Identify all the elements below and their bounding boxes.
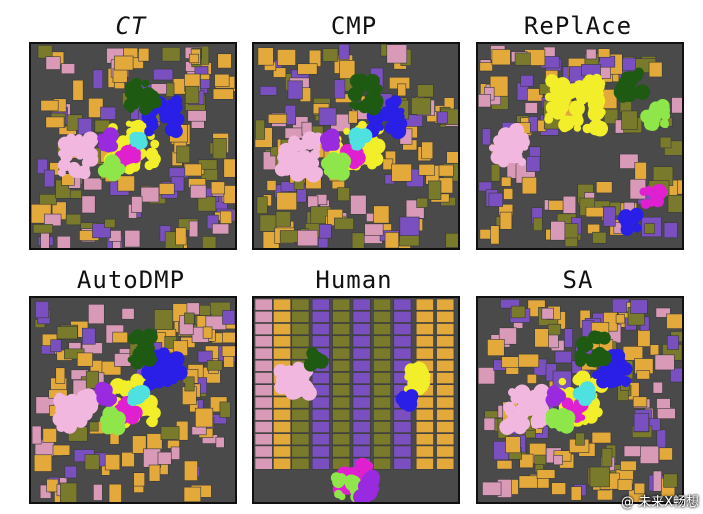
panel-title: RePlAce xyxy=(523,12,633,40)
panel-cmp: CMP xyxy=(248,10,460,250)
placement-canvas xyxy=(476,42,684,250)
placement-layout xyxy=(254,298,455,502)
placement-layout xyxy=(254,44,458,248)
placement-layout xyxy=(478,298,682,502)
placement-layout xyxy=(478,45,682,247)
panel-replace: RePlAce xyxy=(472,10,684,250)
panel-title: SA xyxy=(562,266,594,294)
panel-title: CT xyxy=(115,12,147,40)
placement-canvas xyxy=(29,42,237,250)
panel-human: Human xyxy=(248,264,460,504)
panel-sa: SA xyxy=(472,264,684,504)
watermark: @ 未来X畅想 xyxy=(620,495,699,510)
panel-title: Human xyxy=(315,266,393,294)
panel-autodmp: AutoDMP xyxy=(25,264,237,504)
panel-title: CMP xyxy=(330,12,378,40)
panel-title: AutoDMP xyxy=(76,266,186,294)
placement-canvas xyxy=(476,296,684,504)
placement-canvas xyxy=(29,296,237,504)
panel-ct: CT xyxy=(25,10,237,250)
placement-canvas xyxy=(252,42,460,250)
placement-canvas xyxy=(252,296,460,504)
placement-layout xyxy=(31,45,235,248)
placement-layout xyxy=(31,301,235,502)
